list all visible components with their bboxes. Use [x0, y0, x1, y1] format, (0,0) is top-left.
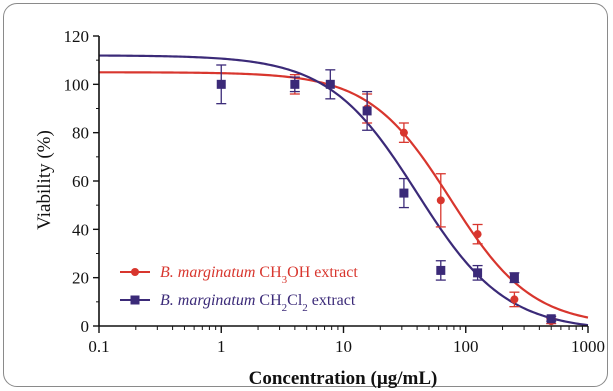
fit-curves	[98, 54, 589, 327]
y-tick-label: 40	[72, 220, 89, 239]
x-tick-label: 0.1	[88, 337, 109, 356]
y-tick-label: 60	[72, 172, 89, 191]
y-axis-title: Viability (%)	[34, 130, 55, 230]
data-point-dichloromethane	[362, 106, 372, 116]
data-point-dichloromethane	[399, 188, 409, 198]
data-point-dichloromethane	[509, 273, 519, 283]
y-tick-label: 0	[81, 317, 90, 336]
legend-label-part: B. marginatum	[160, 292, 255, 309]
y-tick-label: 120	[64, 27, 90, 46]
data-point-dichloromethane	[325, 79, 335, 89]
y-tick-label: 100	[64, 75, 90, 94]
x-tick-label: 1000	[571, 337, 605, 356]
data-point-dichloromethane	[473, 268, 483, 278]
data-point-dichloromethane	[290, 79, 300, 89]
legend-label-methanol: B. marginatum CH3OH extract	[160, 264, 358, 286]
axes: 0 20 40 60 80 100 120 0.1 1 10 100 1000	[64, 27, 606, 356]
x-tick-label: 100	[453, 337, 479, 356]
data-point-dichloromethane	[546, 314, 556, 324]
data-point-methanol	[436, 196, 445, 205]
data-point-dichloromethane	[216, 79, 226, 89]
legend-label-part: CH	[255, 292, 282, 309]
legend-label-part: OH extract	[287, 264, 358, 281]
y-tick-label: 20	[72, 269, 89, 288]
data-point-methanol	[510, 295, 519, 304]
x-tick-label: 1	[217, 337, 226, 356]
data-point-methanol	[399, 128, 408, 137]
legend-label-part: B. marginatum	[160, 264, 255, 281]
legend-label-part: 2	[302, 302, 308, 314]
fit-curve-dichloromethane	[98, 54, 589, 327]
legend-label-dichloromethane: B. marginatum CH2Cl2 extract	[160, 292, 356, 314]
legend-label-part: 3	[282, 274, 288, 286]
legend-label-part: CH	[255, 264, 282, 281]
legend-marker-dichloromethane	[130, 295, 140, 305]
data-points	[216, 64, 557, 326]
chart-frame	[3, 3, 608, 387]
x-axis-title: Concentration (µg/mL)	[249, 368, 438, 389]
legend-label-part: 2	[282, 302, 288, 314]
fit-curve-methanol	[99, 71, 589, 319]
x-tick-label: 10	[335, 337, 352, 356]
legend-label-part: extract	[308, 292, 356, 309]
y-tick-label: 80	[72, 124, 89, 143]
data-point-methanol	[473, 230, 482, 239]
data-point-dichloromethane	[436, 265, 446, 275]
legend-label-part: Cl	[287, 292, 303, 309]
legend-marker-methanol	[131, 268, 139, 276]
